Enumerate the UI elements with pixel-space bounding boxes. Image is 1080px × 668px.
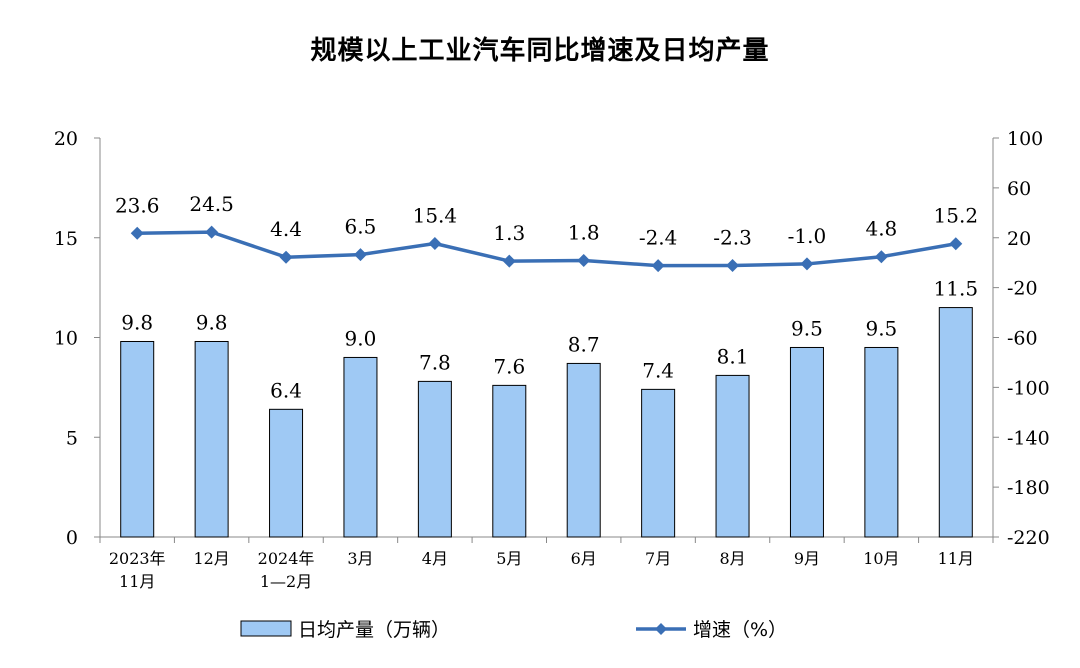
x-tick-label: 8月	[719, 549, 745, 568]
x-tick-label: 3月	[347, 549, 373, 568]
bar-value-label: 9.5	[865, 316, 897, 340]
line-value-label: 4.4	[270, 217, 302, 241]
bar-value-label: 9.8	[196, 310, 228, 334]
x-tick-label: 11月	[938, 549, 974, 568]
line-marker	[130, 226, 144, 240]
x-tick-label: 4月	[422, 549, 448, 568]
bar-value-label: 7.4	[642, 358, 674, 382]
line-value-label: -1.0	[788, 224, 827, 248]
bar	[789, 346, 824, 538]
bar	[269, 408, 304, 538]
line-marker	[428, 236, 442, 250]
line-value-label: -2.4	[639, 226, 678, 250]
line-marker	[874, 250, 888, 264]
line-series	[130, 225, 963, 273]
legend-bar-label: 日均产量（万辆）	[298, 619, 450, 641]
bar	[566, 362, 601, 538]
x-tick-label: 9月	[794, 549, 820, 568]
x-tick-label: 2024年 1—2月	[258, 549, 315, 591]
bar	[417, 380, 452, 538]
y-left-tick-label: 10	[54, 328, 78, 350]
line-marker	[205, 225, 219, 239]
data-labels: 9.8 9.8 6.4 9.0 7.8 7.6 8.7 7.4 8.1 9.5 9.5 11.5 23.…	[115, 192, 978, 402]
bar-value-label: 8.1	[717, 344, 749, 368]
y-right-tick-label: -100	[1007, 377, 1050, 399]
line-value-label: 15.2	[934, 204, 979, 228]
line-value-label: 6.5	[345, 215, 377, 239]
line-marker	[800, 257, 814, 271]
line-marker	[577, 253, 591, 267]
bar-series	[120, 307, 973, 538]
line-value-label: 1.8	[568, 220, 600, 244]
bar	[120, 340, 155, 538]
x-tick-label: 10月	[863, 549, 899, 568]
bar	[938, 307, 973, 538]
y-right-tick-label: -220	[1007, 527, 1050, 549]
x-tick-label: 7月	[645, 549, 671, 568]
bar	[343, 356, 378, 538]
legend-line-label: 增速（%）	[693, 619, 787, 641]
x-tick-label: 5月	[496, 549, 522, 568]
bar-value-label: 7.6	[493, 354, 525, 378]
bar	[864, 346, 899, 538]
growth-line	[137, 230, 957, 268]
y-left-tick-label: 0	[66, 527, 78, 549]
line-value-label: 1.3	[493, 221, 525, 245]
legend-line-marker	[655, 623, 667, 635]
y-right-tick-label: 100	[1007, 128, 1043, 150]
bar-value-label: 11.5	[934, 277, 979, 301]
y-right-tick-label: -140	[1007, 427, 1050, 449]
bar-value-label: 6.4	[270, 378, 302, 402]
line-marker	[651, 259, 665, 273]
line-value-label: -2.3	[713, 226, 752, 250]
bar-value-label: 9.8	[121, 310, 153, 334]
y-right-tick-label: -180	[1007, 477, 1050, 499]
line-marker	[502, 254, 516, 268]
y-right-tick-label: -60	[1007, 328, 1038, 350]
x-tick-label: 6月	[571, 549, 597, 568]
legend: 日均产量（万辆） 增速（%）	[240, 619, 787, 641]
bar	[492, 384, 527, 538]
line-value-label: 15.4	[413, 203, 458, 227]
line-marker	[353, 248, 367, 262]
y-right-tick-label: -20	[1007, 278, 1038, 300]
bar	[641, 388, 676, 538]
bar-value-label: 9.0	[345, 326, 377, 350]
line-value-label: 4.8	[865, 217, 897, 241]
legend-bar-swatch	[240, 620, 292, 637]
line-value-label: 23.6	[115, 193, 160, 217]
y-left-tick-label: 5	[66, 427, 78, 449]
axes: 0 5 10 15 20 100 60 20 -20 -60 -100 -140 -180 -220 202…	[54, 128, 1050, 591]
y-left-tick-label: 20	[54, 128, 78, 150]
x-tick-label: 12月	[193, 549, 229, 568]
y-right-tick-label: 20	[1007, 228, 1031, 250]
y-left-tick-label: 15	[54, 228, 78, 250]
line-marker	[279, 250, 293, 264]
x-tick-label: 2023年 11月	[109, 549, 166, 591]
bar-value-label: 7.8	[419, 350, 451, 374]
y-right-tick-label: 60	[1007, 178, 1031, 200]
line-value-label: 24.5	[189, 192, 234, 216]
bar-value-label: 8.7	[568, 332, 600, 356]
bar-value-label: 9.5	[791, 316, 823, 340]
chart-title: 规模以上工业汽车同比增速及日均产量	[310, 36, 770, 66]
bar	[715, 374, 750, 538]
line-marker	[726, 259, 740, 273]
bar	[194, 340, 229, 538]
line-marker	[949, 237, 963, 251]
